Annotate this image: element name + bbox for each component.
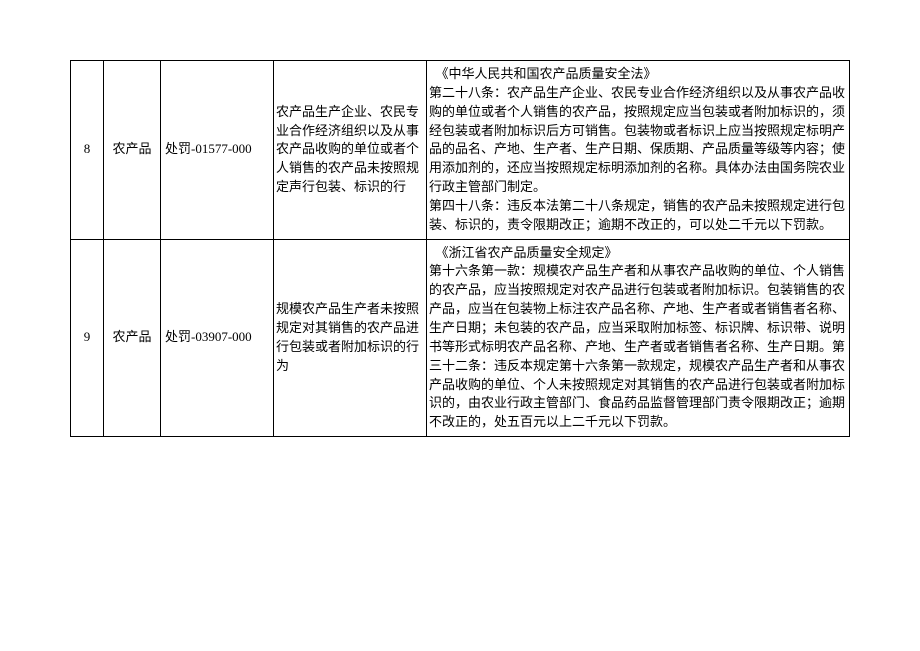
cell-seq: 9 xyxy=(71,239,104,436)
cell-category: 农产品 xyxy=(104,61,161,240)
law-text: 《浙江省农产品质量安全规定》 第十六条第一款：规模农产品生产者和从事农产品收购的… xyxy=(429,245,845,430)
cell-law: 《中华人民共和国农产品质量安全法》 第二十八条：农产品生产企业、农民专业合作经济… xyxy=(427,61,850,240)
cell-seq: 8 xyxy=(71,61,104,240)
table-row: 9 农产品 处罚-03907-000 规模农产品生产者未按照规定对其销售的农产品… xyxy=(71,239,850,436)
law-text: 《中华人民共和国农产品质量安全法》 第二十八条：农产品生产企业、农民专业合作经济… xyxy=(429,66,845,232)
cell-category: 农产品 xyxy=(104,239,161,436)
cell-code: 处罚-03907-000 xyxy=(161,239,274,436)
regulation-table: 8 农产品 处罚-01577-000 农产品生产企业、农民专业合作经济组织以及从… xyxy=(70,60,850,437)
cell-description: 农产品生产企业、农民专业合作经济组织以及从事农产品收购的单位或者个人销售的农产品… xyxy=(274,61,427,240)
cell-code: 处罚-01577-000 xyxy=(161,61,274,240)
document-page: 8 农产品 处罚-01577-000 农产品生产企业、农民专业合作经济组织以及从… xyxy=(0,0,920,651)
table-row: 8 农产品 处罚-01577-000 农产品生产企业、农民专业合作经济组织以及从… xyxy=(71,61,850,240)
cell-description: 规模农产品生产者未按照规定对其销售的农产品进行包装或者附加标识的行为 xyxy=(274,239,427,436)
cell-law: 《浙江省农产品质量安全规定》 第十六条第一款：规模农产品生产者和从事农产品收购的… xyxy=(427,239,850,436)
